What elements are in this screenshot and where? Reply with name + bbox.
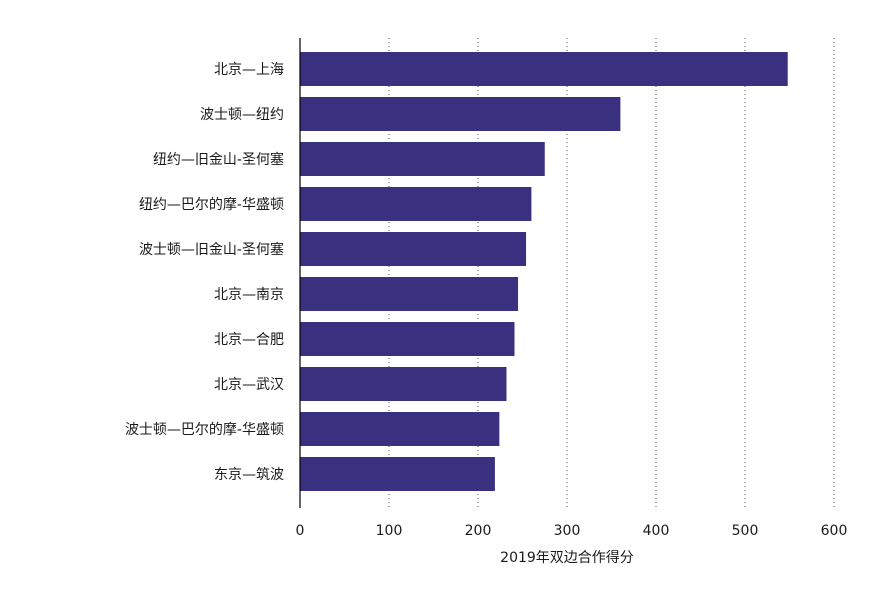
bar <box>300 457 495 491</box>
bar <box>300 232 527 266</box>
bar <box>300 277 519 311</box>
bar <box>300 97 621 131</box>
x-tick-label: 600 <box>821 523 848 539</box>
category-label: 波士顿—巴尔的摩-华盛顿 <box>125 421 284 438</box>
category-label: 北京—上海 <box>214 62 284 78</box>
bars <box>300 52 788 491</box>
bar <box>300 367 507 401</box>
category-label: 波士顿—纽约 <box>200 107 284 123</box>
x-tick-label: 200 <box>465 523 492 539</box>
category-label: 纽约—巴尔的摩-华盛顿 <box>139 196 284 213</box>
x-tick-label: 100 <box>376 523 403 539</box>
category-label: 东京—筑波 <box>214 467 284 483</box>
bar <box>300 52 788 86</box>
x-axis-title: 2019年双边合作得分 <box>500 549 634 566</box>
bar <box>300 142 545 176</box>
category-label: 纽约—旧金山-圣何塞 <box>153 151 284 168</box>
category-labels: 北京—上海波士顿—纽约纽约—旧金山-圣何塞纽约—巴尔的摩-华盛顿波士顿—旧金山-… <box>125 62 284 483</box>
x-tick-label: 0 <box>296 523 305 539</box>
x-tick-labels: 0 100 200 300 400 500 600 <box>296 523 848 539</box>
x-tick-label: 500 <box>732 523 759 539</box>
x-tick-label: 400 <box>643 523 670 539</box>
bar <box>300 412 500 446</box>
x-tick-label: 300 <box>554 523 581 539</box>
bar <box>300 322 515 356</box>
bar <box>300 187 532 221</box>
category-label: 北京—南京 <box>214 287 284 303</box>
category-label: 北京—合肥 <box>214 332 284 348</box>
category-label: 波士顿—旧金山-圣何塞 <box>139 241 284 258</box>
category-label: 北京—武汉 <box>214 377 284 393</box>
